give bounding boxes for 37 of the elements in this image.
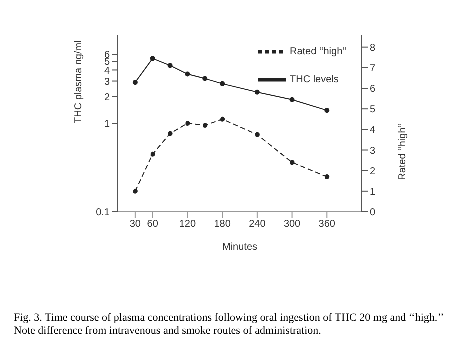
point (168, 63, 173, 68)
y2-tick-label: 8 (370, 42, 376, 54)
point (324, 108, 330, 114)
y2-tick-label: 0 (370, 208, 376, 219)
point (290, 97, 295, 102)
y2-tick-label: 7 (370, 63, 376, 74)
y-tick-label: 1 (104, 119, 110, 130)
legend-label: Rated ‘‘high’’ (290, 46, 347, 58)
x-tick-label: 180 (214, 219, 232, 230)
y-tick-label: 0.1 (96, 208, 110, 219)
x-tick-label: 120 (179, 219, 196, 230)
y-tick-label: 4 (104, 66, 110, 77)
y2-tick-label: 2 (370, 166, 376, 178)
y-tick-label: 5 (104, 57, 110, 68)
y-tick-label: 3 (104, 76, 110, 88)
y-axis-title: THC plasma ng/ml (74, 40, 85, 124)
y2-axis-title: Rated ‘‘high’’ (398, 124, 409, 180)
caption: Fig. 3. Time course of plasma concentrations following oral ingestion of THC 20 mg and ‘‘high.’’ Note difference from intravenous and smoke routes of administration. (14, 312, 444, 338)
y2-tick-label: 3 (370, 146, 376, 157)
x-tick-label: 60 (147, 219, 159, 230)
y2-tick-label: 6 (370, 84, 376, 96)
point (132, 80, 138, 86)
point (254, 90, 260, 95)
x-tick-label: 30 (130, 219, 142, 230)
x-axis-title: Minutes (222, 242, 258, 253)
point (185, 72, 190, 77)
y2-tick-label: 1 (370, 186, 376, 198)
y-tick-label: 2 (104, 92, 110, 104)
point (220, 81, 226, 86)
x-tick-label: 240 (249, 219, 266, 230)
point (202, 76, 208, 82)
y2-tick-label: 4 (370, 125, 376, 136)
point (150, 56, 156, 62)
legend-label: THC levels (290, 74, 339, 86)
x-tick-label: 300 (284, 219, 302, 230)
x-tick-label: 360 (318, 219, 336, 230)
y2-tick-label: 5 (370, 104, 376, 116)
